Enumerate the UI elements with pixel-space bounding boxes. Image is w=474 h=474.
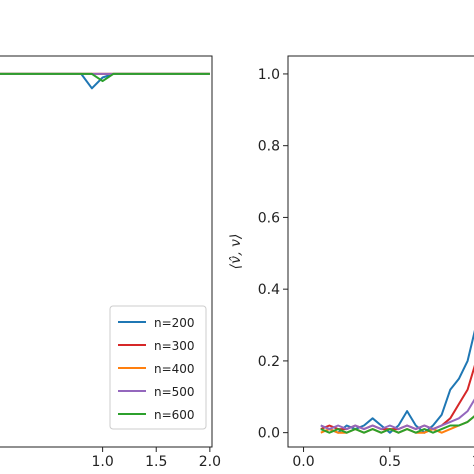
- legend-label: n=300: [154, 339, 195, 353]
- right-y-tick-label: 0.0: [258, 426, 280, 442]
- right-y-tick-label: 0.6: [258, 210, 280, 226]
- right-y-tick-label: 0.4: [258, 282, 280, 298]
- right-y-axis-label: ⟨v̂, v⟩: [228, 234, 244, 270]
- left-axes-frame: [0, 55, 213, 448]
- left-x-ticks: 1.0 1.5 2.0: [91, 447, 221, 470]
- legend-box: [109, 305, 207, 430]
- right-series-line-n-500: [320, 398, 474, 431]
- right-chart-panel: 0.00.51 0.00.20.40.60.81.0 β⟨u ⟨v̂, v⟩: [228, 55, 474, 470]
- right-x-tick-label: 0.5: [379, 454, 401, 470]
- legend-label: n=500: [154, 385, 195, 399]
- right-x-tick-label: 1: [472, 454, 474, 470]
- legend-label: n=200: [154, 316, 195, 330]
- right-series-lines: [320, 329, 474, 434]
- right-y-tick-label: 1.0: [258, 67, 280, 83]
- right-series-line-n-300: [320, 364, 474, 431]
- left-series-lines: [0, 72, 210, 90]
- legend: n=200 n=300 n=400 n=500 n=600: [109, 305, 207, 430]
- legend-label: n=600: [154, 408, 195, 422]
- right-y-tick-label: 0.2: [258, 354, 280, 370]
- right-series-line-n-200: [320, 329, 474, 434]
- right-x-tick-label: 0.0: [292, 454, 314, 470]
- right-series-line-n-600: [320, 415, 474, 434]
- left-x-tick-label: 1.5: [145, 454, 167, 470]
- left-x-tick-label: 2.0: [199, 454, 221, 470]
- left-series-line-n-200: [0, 72, 210, 90]
- right-y-tick-label: 0.8: [258, 139, 280, 155]
- right-x-ticks: 0.0 0.5 1: [292, 447, 474, 470]
- right-y-ticks: 0.0 0.2 0.4 0.6 0.8 1.0: [258, 67, 288, 442]
- right-axes-frame: [287, 55, 474, 448]
- legend-label: n=400: [154, 362, 195, 376]
- left-series-line-n-600: [0, 72, 210, 83]
- left-x-tick-label: 1.0: [91, 454, 113, 470]
